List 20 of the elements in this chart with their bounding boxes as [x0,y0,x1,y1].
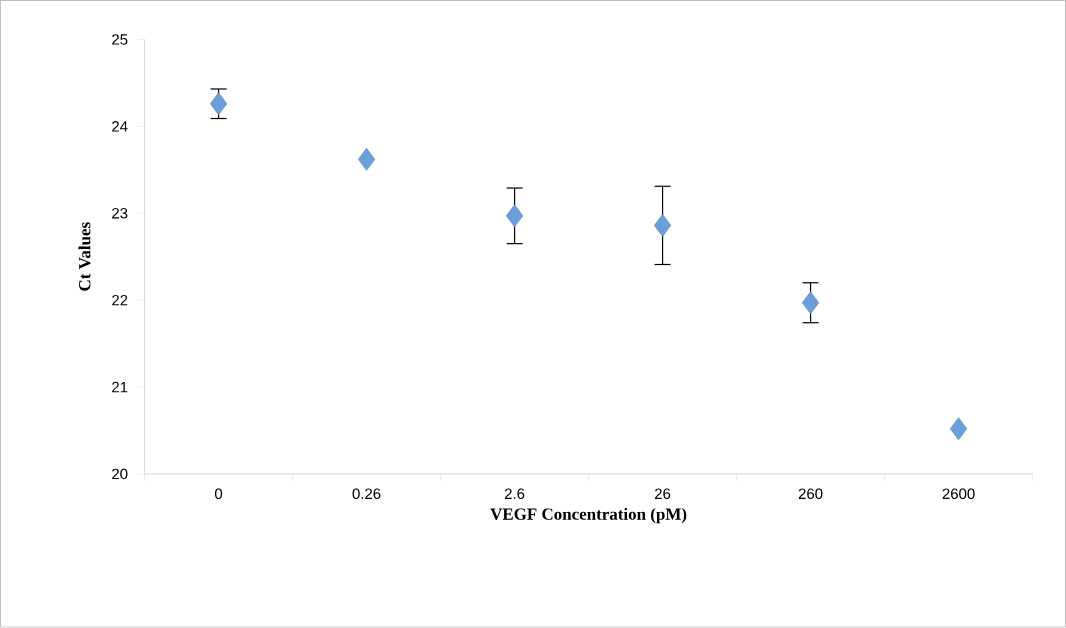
point [654,214,672,237]
point [950,417,968,441]
point [210,92,228,116]
x-tick-label: 2600 [942,488,975,500]
y-tick-label: 25 [112,34,128,45]
x-axis-title: VEGF Concentration (pM) [490,508,687,524]
point [802,291,820,315]
x-tick-label: 0.26 [352,488,381,500]
x-tick-label: 0 [214,488,223,500]
point [358,148,376,171]
y-tick-label: 22 [112,295,128,306]
y-axis-title: Ct Values [78,222,91,291]
x-tick-label: 26 [655,488,671,500]
y-tick-label: 24 [112,121,128,132]
y-tick-label: 21 [112,382,128,393]
y-tick-label: 20 [112,468,128,480]
point [506,204,524,228]
y-tick-label: 23 [112,208,128,219]
x-tick-label: 2.6 [504,488,525,500]
x-tick-label: 260 [798,488,823,500]
